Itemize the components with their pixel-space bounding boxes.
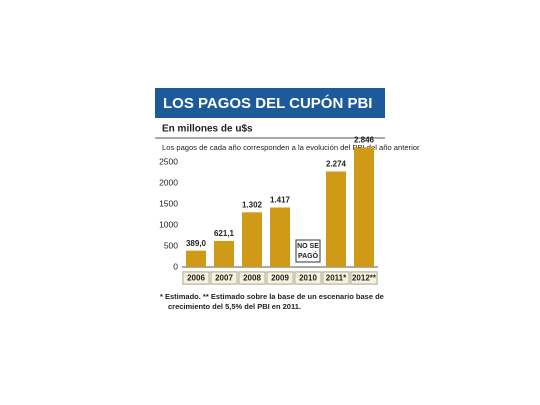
x-tick-label: 2010 [299, 274, 317, 283]
bar [354, 147, 374, 267]
x-tick-label: 2006 [187, 274, 205, 283]
x-tick-label: 2011* [326, 274, 347, 283]
value-label: 621,1 [214, 229, 235, 238]
y-tick-label: 1000 [159, 219, 178, 229]
annotation-box [295, 239, 321, 263]
bar [186, 250, 206, 267]
annotation: PAGÓ [298, 251, 319, 260]
x-tick-box [294, 271, 322, 285]
chart-subtitle: Los pagos de cada año corresponden a la … [162, 143, 420, 152]
title-bar [155, 88, 385, 118]
x-tick-label: 2009 [271, 274, 289, 283]
value-label: 1.302 [242, 200, 263, 209]
x-tick-box [350, 271, 378, 285]
footnote: * Estimado. ** Estimado sobre la base de… [160, 292, 384, 301]
x-tick-box [266, 271, 294, 285]
bar [326, 171, 346, 267]
y-tick-label: 2000 [159, 177, 178, 187]
x-tick-box [210, 271, 238, 285]
annotation: NO SE [297, 243, 319, 250]
x-tick-box [238, 271, 266, 285]
x-tick-label: 2012** [352, 274, 377, 283]
x-tick-label: 2008 [243, 274, 261, 283]
x-tick-box [182, 271, 210, 285]
unit-label: En millones de u$s [162, 124, 253, 135]
chart-title: LOS PAGOS DEL CUPÓN PBI [163, 94, 372, 112]
y-tick-label: 500 [164, 240, 178, 250]
value-label: 2.846 [354, 136, 375, 145]
x-tick-box [322, 271, 350, 285]
x-tick-label: 2007 [215, 274, 233, 283]
footnote: crecimiento del 5,5% del PBI en 2011. [168, 302, 301, 311]
bar [270, 207, 290, 267]
value-label: 389,0 [186, 239, 207, 248]
bar [242, 212, 262, 267]
bar [214, 240, 234, 267]
value-label: 2.274 [326, 160, 347, 169]
y-tick-label: 0 [173, 261, 178, 271]
y-tick-label: 1500 [159, 198, 178, 208]
value-label: 1.417 [270, 196, 291, 205]
y-tick-label: 2500 [159, 156, 178, 166]
